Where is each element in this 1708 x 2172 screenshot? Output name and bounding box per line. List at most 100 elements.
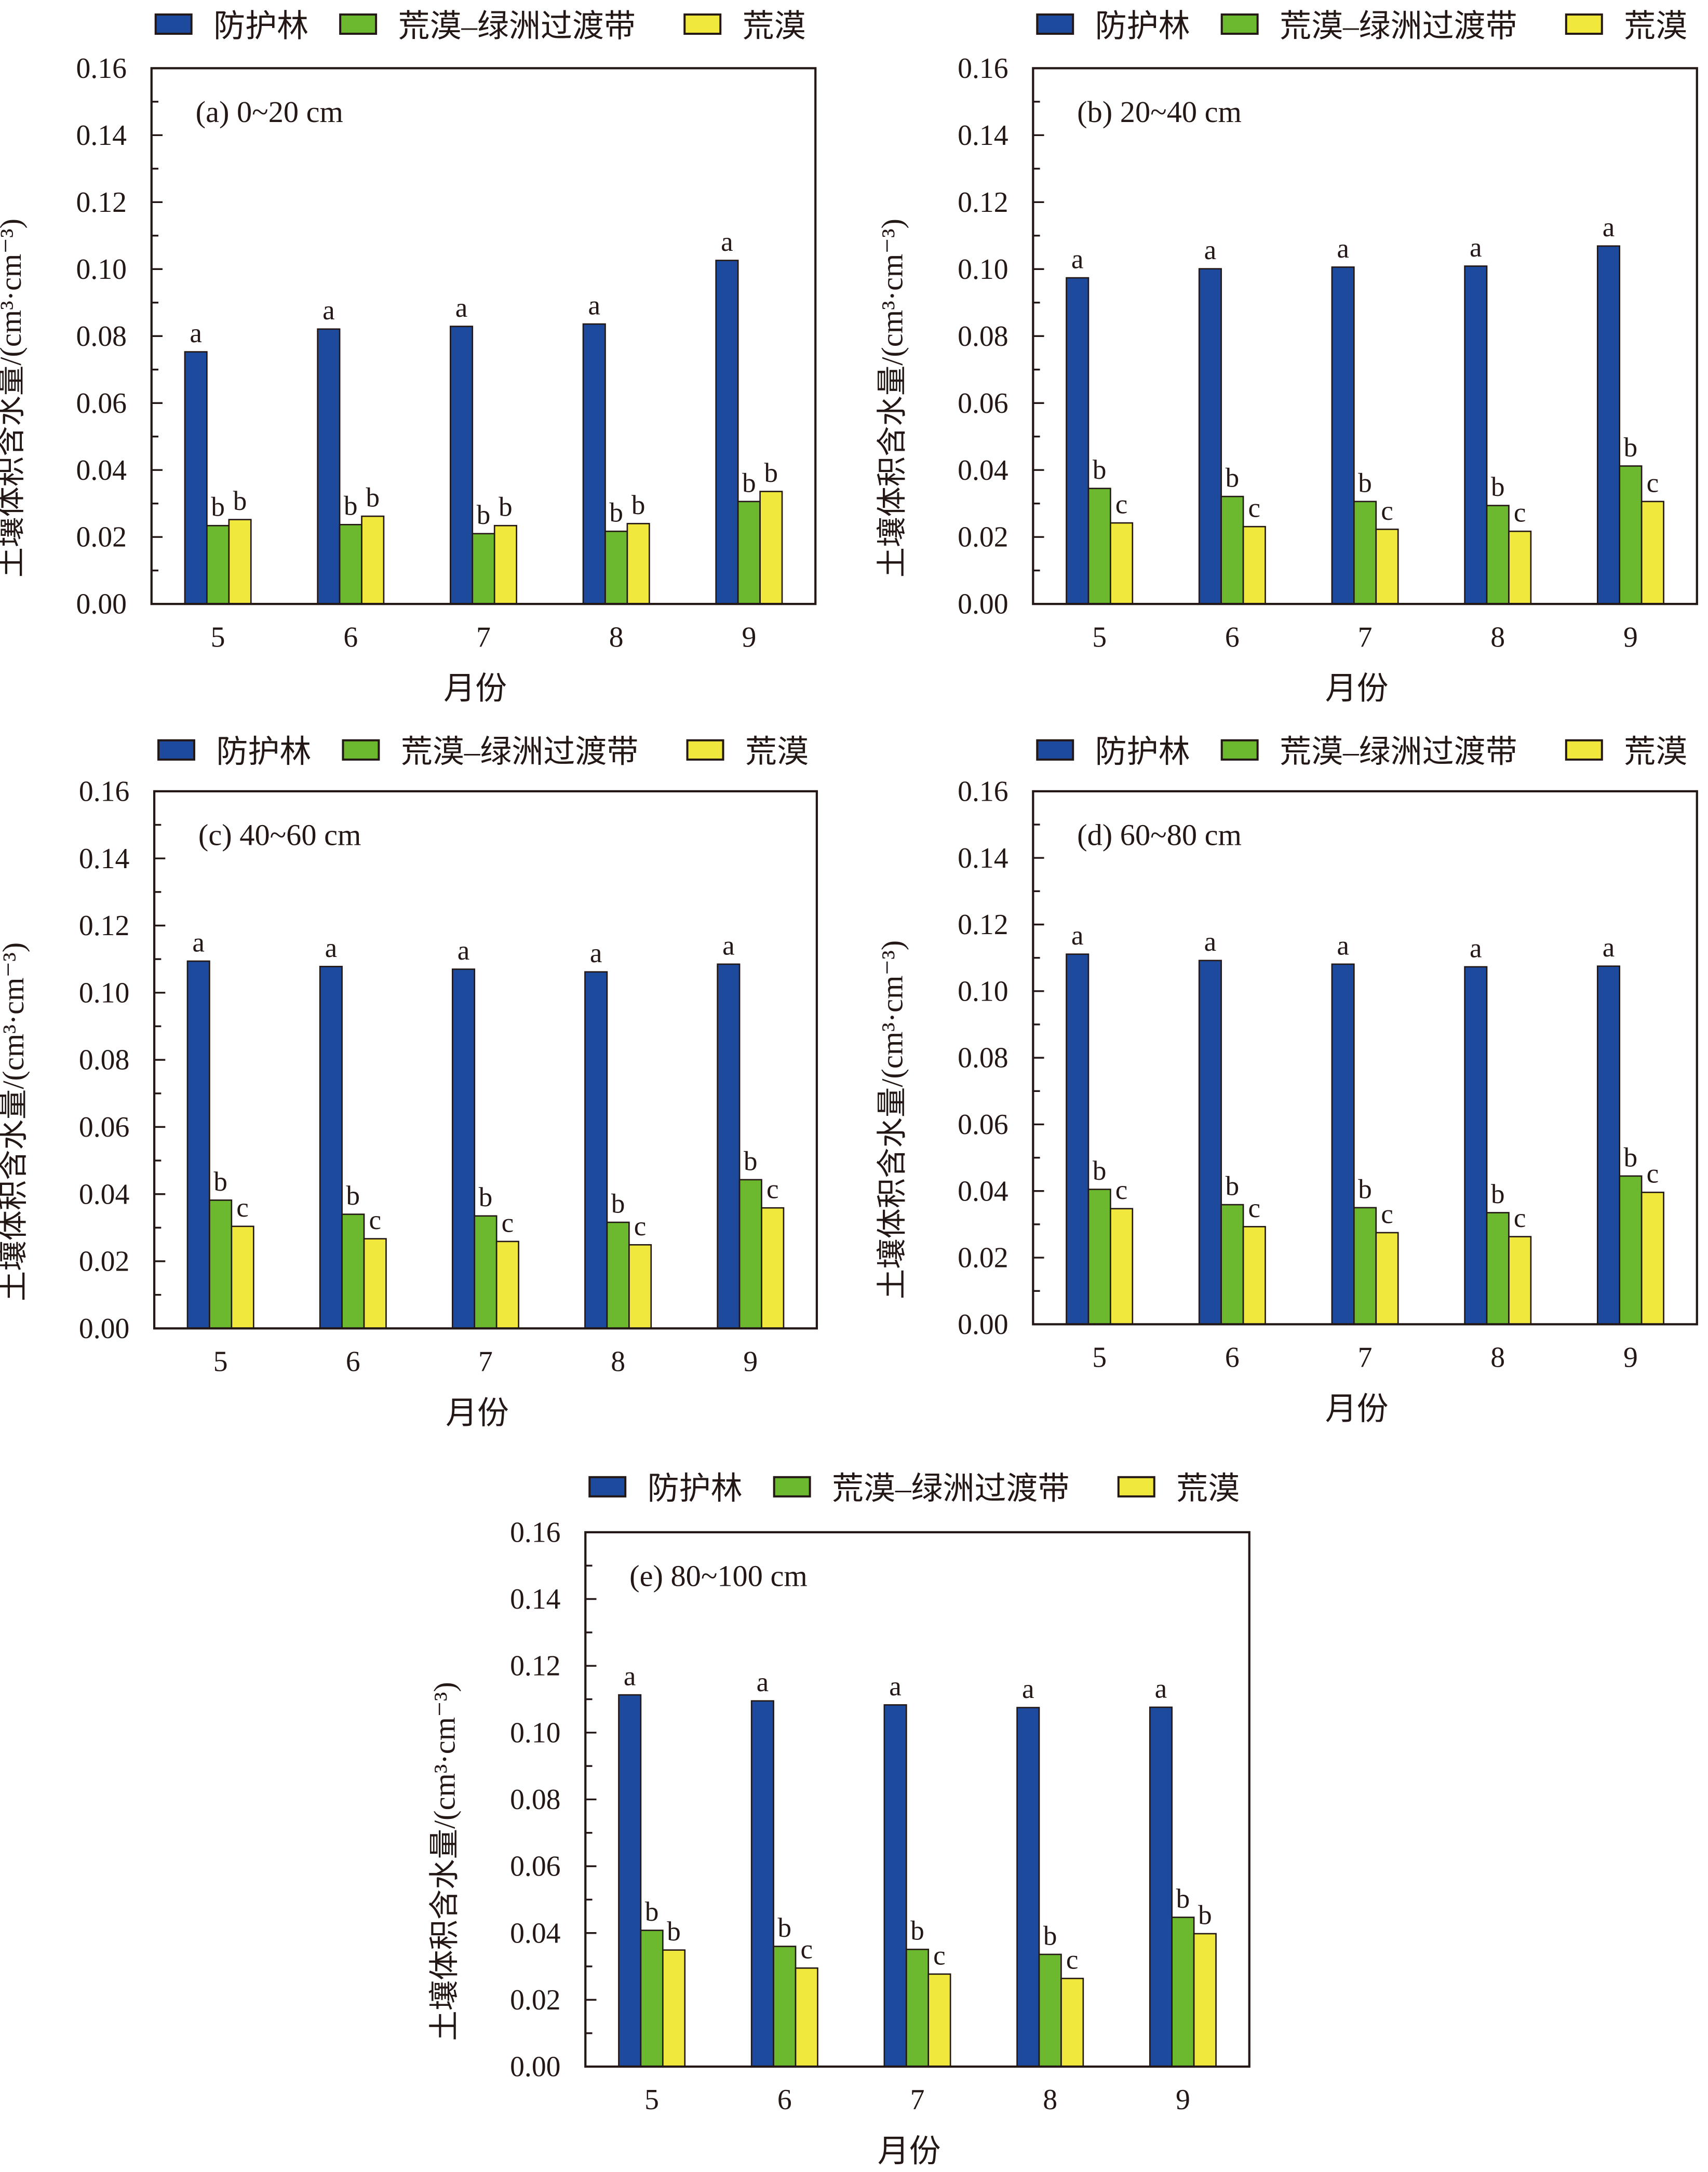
x-tick-label: 7 (476, 621, 491, 653)
x-tick-label: 9 (743, 1346, 758, 1378)
bar (750, 1700, 774, 2068)
legend-swatch (588, 1476, 627, 1498)
y-tick-label: 0.12 (958, 186, 1008, 219)
significance-letter: b (1198, 1900, 1212, 1930)
y-tick-label: 0.10 (958, 975, 1008, 1007)
legend-label: 防护林 (1095, 9, 1190, 44)
legend-label: 荒漠–绿洲过渡带 (1280, 9, 1517, 44)
bar (717, 963, 741, 1329)
y-tick-label: 0.16 (510, 1516, 560, 1548)
bar (231, 1225, 254, 1329)
plot-frame (1032, 67, 1698, 605)
significance-letter: c (502, 1208, 514, 1238)
y-tick-label: 0.00 (76, 588, 127, 620)
bar (319, 966, 343, 1329)
bar (773, 1946, 797, 2068)
y-tick-label: 0.00 (79, 1313, 129, 1345)
significance-letter: c (800, 1935, 813, 1965)
significance-letter: b (910, 1916, 924, 1946)
y-tick-label: 0.06 (958, 387, 1008, 420)
x-tick-label: 6 (346, 1346, 360, 1378)
y-tick-label: 0.02 (79, 1246, 129, 1278)
y-tick-label: 0.10 (958, 253, 1008, 286)
significance-letter: c (1381, 1199, 1393, 1229)
significance-letter: c (1381, 496, 1393, 526)
x-tick-label: 5 (213, 1346, 228, 1378)
x-tick-label: 7 (1358, 1342, 1373, 1374)
bar (450, 326, 474, 605)
significance-letter: c (369, 1205, 381, 1235)
bar (1171, 1917, 1195, 2068)
significance-letter: b (499, 492, 513, 522)
y-tick-label: 0.04 (510, 1917, 560, 1949)
panel-label: (a) 0~20 cm (196, 95, 343, 129)
y-tick-label: 0.08 (958, 1042, 1008, 1074)
significance-letter: b (366, 483, 380, 513)
legend-swatch (1036, 13, 1074, 35)
x-tick-label: 7 (910, 2084, 925, 2116)
bar (1640, 1191, 1664, 1325)
legend-swatch (1220, 739, 1259, 761)
bar (1198, 960, 1222, 1325)
bar (618, 1694, 642, 2068)
x-axis-label: 月份 (1325, 671, 1389, 706)
significance-letter: b (1093, 1156, 1107, 1186)
y-tick-label: 0.10 (76, 253, 127, 286)
bar (1508, 1236, 1532, 1325)
significance-letter: c (1647, 1159, 1659, 1189)
bar (1375, 1232, 1399, 1325)
bar (1486, 505, 1510, 605)
bar (795, 1967, 818, 2068)
legend-label: 防护林 (216, 735, 311, 770)
bar (206, 524, 230, 605)
significance-letter: a (1470, 233, 1482, 263)
bar (451, 968, 476, 1329)
panel-label: (e) 80~100 cm (629, 1559, 808, 1593)
significance-letter: a (1337, 930, 1349, 961)
y-tick-label: 0.06 (76, 387, 127, 420)
bar (228, 519, 252, 605)
bar (1464, 966, 1488, 1325)
bar (584, 971, 608, 1329)
y-tick-label: 0.06 (510, 1851, 560, 1883)
y-tick-label: 0.14 (79, 843, 129, 875)
x-tick-label: 5 (211, 621, 225, 653)
significance-letter: b (778, 1913, 792, 1943)
bar (927, 1973, 951, 2068)
y-tick-label: 0.16 (958, 52, 1008, 85)
significance-letter: a (1603, 933, 1615, 963)
bar (1016, 1707, 1040, 2068)
y-axis-label: 土壤体积含水量/(cm³·cm⁻³) (875, 940, 909, 1299)
significance-letter: a (1204, 927, 1217, 957)
y-tick-label: 0.12 (76, 186, 127, 219)
plot-frame (1032, 790, 1698, 1326)
x-tick-label: 7 (1358, 621, 1373, 653)
significance-letter: c (1514, 1203, 1526, 1233)
plot-frame (150, 67, 817, 605)
bar (1508, 530, 1532, 605)
y-tick-label: 0.08 (76, 320, 127, 353)
significance-letter: c (1066, 1945, 1079, 1975)
bar (1220, 495, 1244, 605)
bar (761, 1207, 785, 1329)
bar (1066, 953, 1090, 1325)
legend-swatch (1036, 739, 1074, 761)
legend-label: 荒漠 (745, 735, 809, 770)
legend-label: 荒漠 (1624, 9, 1687, 44)
x-tick-label: 6 (1225, 1342, 1240, 1374)
bar (1375, 529, 1399, 605)
significance-letter: b (1624, 1142, 1638, 1172)
significance-letter: b (1491, 472, 1505, 502)
bar (1066, 277, 1090, 605)
y-tick-label: 0.16 (958, 775, 1008, 807)
legend-label: 荒漠–绿洲过渡带 (1280, 735, 1517, 770)
bar (184, 351, 208, 605)
significance-letter: b (346, 1181, 360, 1211)
bar (1619, 465, 1643, 605)
y-tick-label: 0.12 (510, 1650, 560, 1682)
significance-letter: b (611, 1189, 625, 1219)
significance-letter: b (645, 1897, 659, 1927)
x-axis-label: 月份 (446, 1396, 509, 1431)
legend-label: 荒漠–绿洲过渡带 (832, 1472, 1070, 1506)
